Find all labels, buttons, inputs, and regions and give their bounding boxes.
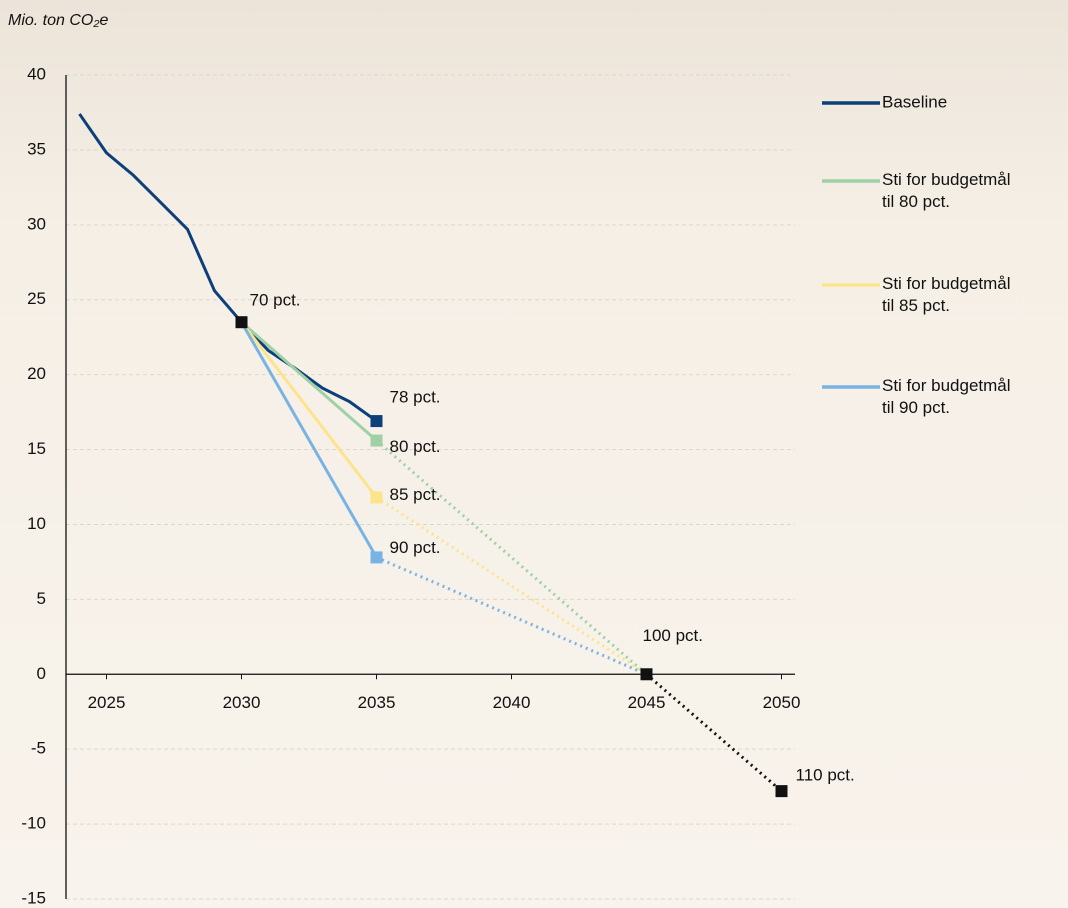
y-tick-label: 25 [27, 289, 46, 308]
line-solid [240, 321, 378, 442]
point-marker [235, 316, 248, 329]
y-tick-label: 10 [27, 514, 46, 533]
legend-label: Sti for budgetmål til 90 pct. [882, 376, 1011, 417]
legend-label: Baseline [882, 92, 947, 111]
x-tick-label: 2045 [628, 693, 666, 712]
y-tick-label: -10 [21, 814, 46, 833]
point-marker [370, 491, 383, 504]
annotation: 70 pct. [250, 291, 301, 310]
annotation: 78 pct. [390, 388, 441, 407]
legend-label: Sti for budgetmål til 80 pct. [882, 170, 1011, 211]
annotation: 90 pct. [390, 538, 441, 557]
y-tick-label: 35 [27, 139, 46, 158]
line-solid [78, 113, 378, 423]
x-tick-label: 2050 [763, 693, 801, 712]
y-tick-label: 20 [27, 364, 46, 383]
annotation: 110 pct. [796, 766, 855, 785]
x-tick-label: 2030 [223, 693, 261, 712]
line-solid [240, 321, 378, 499]
x-tick-label: 2035 [358, 693, 396, 712]
x-tick-label: 2040 [493, 693, 531, 712]
line-dotted [375, 556, 648, 676]
point-marker [370, 434, 383, 447]
y-tick-label: 15 [27, 439, 46, 458]
y-tick-label: 30 [27, 214, 46, 233]
line-dotted [645, 673, 783, 793]
y-tick-label: 40 [27, 64, 46, 83]
y-tick-label: -15 [21, 888, 46, 907]
legend-label: Sti for budgetmål til 85 pct. [882, 274, 1011, 315]
point-marker [775, 785, 788, 798]
x-tick-label: 2025 [88, 693, 126, 712]
line-solid [240, 321, 378, 559]
annotation: 85 pct. [390, 485, 441, 504]
y-tick-label: 0 [37, 664, 46, 683]
annotation: 80 pct. [390, 437, 441, 456]
point-marker [370, 415, 383, 428]
y-axis-label: Mio. ton CO₂e [8, 12, 108, 29]
annotation: 100 pct. [643, 626, 704, 645]
y-tick-label: -5 [31, 739, 46, 758]
y-tick-label: 5 [37, 589, 46, 608]
line-dotted [375, 439, 648, 676]
point-marker [370, 551, 383, 564]
point-marker [640, 668, 653, 681]
